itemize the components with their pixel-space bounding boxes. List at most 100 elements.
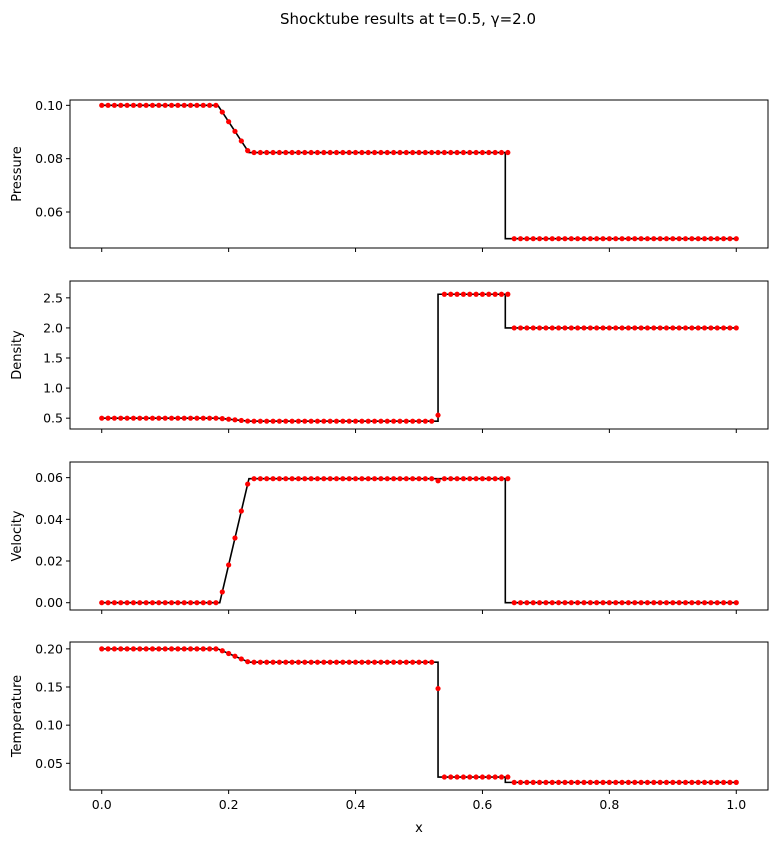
numerical-point [733,779,739,785]
numerical-point [536,325,543,331]
numerical-point [168,600,175,606]
numerical-point [479,291,486,297]
panel-density: 0.5 1.0 1.5 2.0 2.5 Density [10,280,769,433]
x-tick-label: 0.8 [599,797,619,812]
numerical-point [187,600,194,606]
numerical-point [333,418,340,424]
numerical-point [359,659,365,665]
numerical-point [365,418,371,424]
numerical-point [460,291,467,297]
numerical-point [118,646,124,652]
axes-frame [69,99,769,249]
numerical-point [689,779,695,785]
numerical-point [708,236,714,242]
numerical-point [365,476,371,482]
numerical-point [340,476,346,482]
y-tick-label: 0.10 [35,98,63,113]
numerical-point [124,600,130,606]
numerical-point [511,600,517,606]
numerical-point [505,149,511,156]
numerical-point [251,149,257,156]
numerical-point [670,325,676,331]
y-tick-label: 0.15 [35,680,63,695]
y-tick-label: 2.5 [43,290,63,305]
numerical-point [295,418,302,424]
numerical-point [111,102,118,108]
numerical-point [245,659,251,665]
numerical-point [257,418,263,424]
y-tick-label: 0.10 [35,718,63,733]
numerical-point [625,600,632,606]
numerical-point [149,415,156,421]
numerical-point [422,659,428,665]
numerical-point [200,646,206,652]
numerical-point [708,779,714,785]
numerical-point [581,779,587,785]
numerical-point [352,149,359,156]
numerical-point [333,659,340,665]
numerical-point [340,418,346,424]
numerical-point [270,149,276,156]
numerical-point [137,600,143,606]
numerical-point [181,646,187,652]
y-axis-label: Temperature [10,675,25,758]
numerical-point [416,659,422,665]
numerical-point [226,650,232,657]
numerical-point [276,149,282,156]
numerical-point [238,417,244,424]
numerical-point [207,600,213,606]
numerical-point [289,418,295,424]
y-tick-label: 0.06 [35,205,63,220]
numerical-point [391,476,397,482]
numerical-point [181,600,187,606]
numerical-point [632,236,638,242]
numerical-point [670,779,676,785]
numerical-point [378,476,384,482]
numerical-point [467,476,473,482]
numerical-point [187,646,194,652]
numerical-point [105,415,111,421]
numerical-point [657,600,663,606]
numerical-point [479,476,486,482]
numerical-point [701,779,708,785]
numerical-point [556,779,562,785]
numerical-point [575,325,581,331]
y-axis-label: Velocity [10,510,25,561]
numerical-point [378,149,384,156]
numerical-point [308,659,314,665]
numerical-point [149,102,156,108]
numerical-point [638,236,644,242]
numerical-point [511,779,517,785]
numerical-point [137,646,143,652]
y-axis-label: Density [10,330,25,380]
numerical-point [156,415,162,421]
numerical-point [505,476,511,482]
numerical-point [365,149,371,156]
numerical-point [352,476,359,482]
numerical-point [492,149,498,156]
numerical-point [568,325,574,331]
y-tick-label: 0.20 [35,641,63,656]
numerical-point [663,236,670,242]
numerical-point [657,779,663,785]
x-tick-label: 1.0 [726,797,746,812]
numerical-point [575,779,581,785]
numerical-point [689,325,695,331]
numerical-point [327,149,333,156]
numerical-point [403,149,409,156]
numerical-point [327,659,333,665]
y-tick-label: 0.00 [35,595,63,610]
numerical-point [168,646,175,652]
numerical-point [289,476,295,482]
numerical-point [714,325,720,331]
numerical-point [486,149,492,156]
numerical-point [295,149,302,156]
numerical-point [219,589,225,595]
numerical-point [727,325,733,331]
numerical-point [492,774,498,780]
numerical-point [99,646,105,652]
numerical-point [714,600,720,606]
numerical-point [410,149,416,156]
numerical-point [720,779,727,785]
panel-temperature: 0.0 0.2 0.4 0.6 0.8 1.0 0.05 0.10 0.15 0.20 Temper… [10,641,769,812]
